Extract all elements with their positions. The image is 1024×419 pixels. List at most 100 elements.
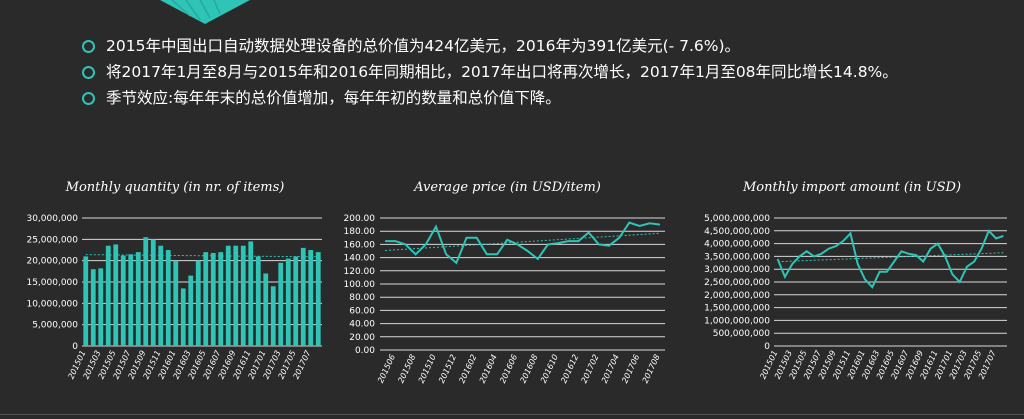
x-tick-label: 201606 (498, 353, 519, 384)
bar (270, 286, 276, 346)
bar (180, 288, 186, 346)
bar (285, 258, 291, 346)
bar (158, 245, 164, 346)
x-tick-label: 201608 (519, 353, 540, 384)
y-tick-label: 180.00 (344, 227, 376, 237)
bar (128, 254, 134, 346)
y-tick-label: 40.00 (349, 320, 375, 330)
y-tick-label: 1,000,000,000 (704, 316, 770, 326)
chart-canvas: 0 500,000,000 1,000,000,000 1,500,000,000 2,… (704, 214, 1007, 381)
bar (315, 252, 321, 346)
chart-title: Monthly import amount (in USD) (742, 180, 962, 195)
bar (248, 241, 254, 346)
y-tick-label: 5,000,000 (32, 321, 78, 331)
bar (173, 260, 179, 346)
x-tick-label: 201604 (478, 353, 499, 384)
bar (240, 245, 246, 346)
x-tick-label: 201612 (559, 353, 580, 384)
trendline (385, 232, 660, 252)
y-tick-label: 0.00 (355, 346, 375, 356)
bar (188, 275, 194, 346)
y-tick-label: 30,000,000 (26, 214, 78, 224)
x-tick-label: 201602 (457, 353, 478, 384)
trendline (85, 254, 319, 258)
y-tick-label: 2,000,000,000 (704, 291, 770, 301)
chart-average-price: Average price (in USD/item) 0.00 20.00 40.… (335, 180, 680, 415)
chart-title: Monthly quantity (in nr. of items) (65, 180, 285, 195)
bar (135, 252, 141, 346)
x-tick-label: 201508 (396, 353, 417, 384)
y-tick-label: 500,000,000 (713, 329, 771, 339)
bullet-text-3: 季节效应:每年年末的总价值增加，每年年初的数量和总价值下降。 (106, 89, 561, 107)
chart-title: Average price (in USD/item) (414, 180, 601, 195)
x-tick-label: 201510 (417, 353, 438, 384)
bar (83, 256, 89, 346)
y-tick-label: 140.00 (344, 254, 376, 264)
chart-canvas: 0 5,000,000 10,000,000 15,000,000 20,000,000… (26, 214, 322, 381)
bar (278, 262, 284, 346)
y-tick-label: 4,500,000,000 (704, 227, 770, 237)
bar (210, 252, 216, 346)
x-tick-label: 201506 (376, 353, 397, 384)
x-tick-label: 201512 (437, 353, 458, 384)
x-tick-label: 201704 (600, 353, 621, 384)
chart-canvas: 0.00 20.00 40.00 60.00 80.00 100.00 120.00 140.… (344, 214, 665, 385)
series-line (776, 228, 1004, 289)
bar (98, 268, 104, 346)
y-tick-label: 4,000,000,000 (704, 240, 770, 250)
circle-outline-icon (82, 92, 95, 105)
bar (233, 245, 239, 346)
footer-divider (0, 414, 1024, 415)
bar (165, 250, 171, 346)
y-tick-label: 3,000,000,000 (704, 265, 770, 275)
y-tick-label: 0 (72, 342, 78, 352)
bar (120, 255, 126, 346)
bullet-item-3: 季节效应:每年年末的总价值增加，每年年初的数量和总价值下降。 (82, 88, 982, 108)
y-tick-label: 100.00 (344, 280, 376, 290)
y-tick-label: 60.00 (349, 306, 375, 316)
y-tick-label: 160.00 (344, 240, 376, 250)
bar (300, 247, 306, 346)
bar (150, 239, 156, 346)
series-line (385, 221, 661, 265)
y-tick-label: 2,500,000,000 (704, 278, 770, 288)
y-tick-label: 120.00 (344, 267, 376, 277)
bar (90, 269, 96, 346)
circle-outline-icon (82, 40, 95, 53)
y-tick-label: 15,000,000 (26, 278, 78, 288)
y-tick-label: 20.00 (349, 333, 375, 343)
bar (225, 245, 231, 346)
y-tick-label: 10,000,000 (26, 299, 78, 309)
chart-monthly-import-amount: Monthly import amount (in USD) 0 500,000,… (680, 180, 1024, 415)
bar (263, 273, 269, 346)
bar (255, 256, 261, 346)
x-tick-label: 201706 (620, 353, 641, 384)
chart-monthly-quantity: Monthly quantity (in nr. of items) 0 5,00… (0, 180, 350, 415)
bar (195, 260, 201, 346)
bullet-text-2: 将2017年1月至8月与2015年和2016年同期相比，2017年出口将再次增长… (106, 63, 898, 81)
bar (203, 252, 209, 346)
bullet-item-1: 2015年中国出口自动数据处理设备的总价值为424亿美元，2016年为391亿美… (82, 36, 982, 56)
bullet-item-2: 将2017年1月至8月与2015年和2016年同期相比，2017年出口将再次增长… (82, 62, 966, 82)
bar (105, 245, 111, 346)
y-tick-label: 5,000,000,000 (704, 214, 770, 224)
bar (293, 256, 299, 346)
y-tick-label: 3,500,000,000 (704, 252, 770, 262)
trendline (777, 252, 1004, 263)
bar (113, 244, 119, 346)
top-decoration (160, 0, 250, 24)
circle-outline-icon (82, 66, 95, 79)
y-tick-label: 1,500,000,000 (704, 304, 770, 314)
bullet-list: 2015年中国出口自动数据处理设备的总价值为424亿美元，2016年为391亿美… (82, 36, 982, 114)
y-tick-label: 25,000,000 (26, 235, 78, 245)
y-tick-label: 20,000,000 (26, 257, 78, 267)
y-tick-label: 0 (764, 342, 770, 352)
x-tick-label: 201708 (641, 353, 662, 384)
bar (218, 252, 224, 346)
x-tick-label: 201610 (539, 353, 560, 384)
bar (143, 237, 149, 346)
bar (308, 250, 314, 346)
y-tick-label: 200.00 (344, 214, 376, 224)
y-tick-label: 80.00 (349, 293, 375, 303)
bullet-text-1: 2015年中国出口自动数据处理设备的总价值为424亿美元，2016年为391亿美… (106, 37, 741, 55)
